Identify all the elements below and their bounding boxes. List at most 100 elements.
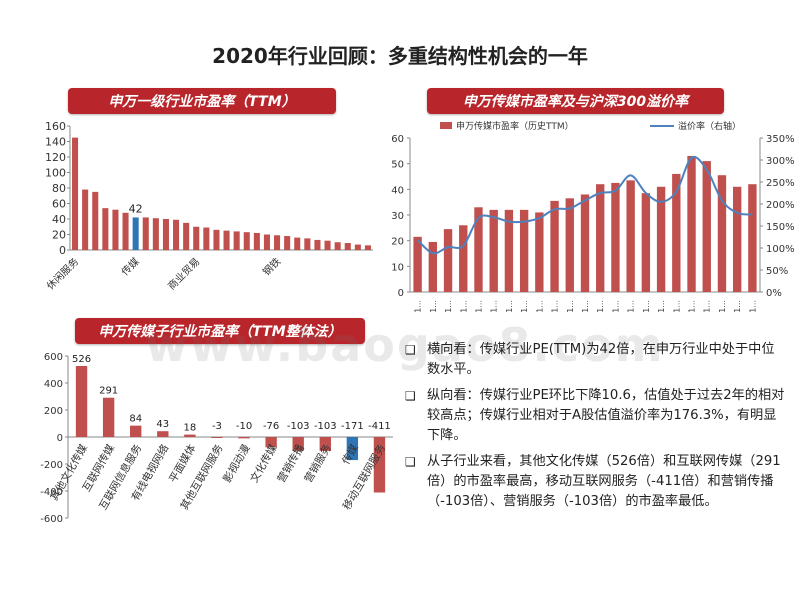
x-tick-label: 1... (581, 300, 590, 313)
x-tick-label: 1... (505, 300, 514, 313)
bar (72, 137, 79, 250)
bar (314, 239, 321, 250)
x-tick-label: 1... (459, 300, 468, 313)
bar (183, 222, 190, 250)
y-tick-label: -600 (40, 514, 63, 525)
bar (717, 175, 727, 292)
y-tick-label: 80 (52, 182, 66, 195)
bar (304, 238, 311, 250)
y-tick-label: 100 (45, 167, 66, 180)
data-label: -10 (236, 421, 252, 432)
bar (75, 365, 88, 437)
bar (82, 189, 89, 250)
y-tick-label-right: 350% (766, 134, 795, 145)
industry-pe-chart: 0 20 40 60 80 100 120 140 160 42 休闲服务 传媒 商业贸易 钢铁 (44, 120, 373, 292)
bar (122, 212, 129, 250)
bar (294, 237, 301, 250)
data-label: -103 (287, 421, 310, 432)
legend-label-bar: 申万传媒市盈率（历史TTM） (456, 120, 574, 132)
x-tick-label: 其他文化传媒 (47, 442, 90, 503)
y-tick-label-left: 30 (391, 211, 404, 222)
bar (319, 437, 331, 451)
y-tick-label-left: 10 (391, 262, 404, 273)
bar (519, 209, 529, 292)
premium-line (416, 155, 753, 255)
x-tick-label: 1... (733, 300, 742, 313)
y-tick-label-right: 100% (766, 244, 795, 255)
bar (132, 217, 139, 250)
data-label: -103 (314, 421, 337, 432)
checkbox-bullet-icon: ❑ (405, 343, 416, 357)
y-tick-label: 120 (45, 151, 66, 164)
page-title: 2020年行业回顾：多重结构性机会的一年 (212, 44, 588, 68)
bullet-text: 横向看：传媒行业PE(TTM)为42倍，在申万行业中处于中位数水平。 (427, 342, 775, 377)
x-tick-label: 1... (703, 300, 712, 313)
x-tick-label: 1... (718, 300, 727, 313)
y-tick-label: 40 (52, 213, 66, 226)
bar (672, 173, 681, 292)
bar (184, 434, 196, 437)
x-tick-label: 1... (748, 300, 757, 313)
bullet-text: 从子行业来看，其他文化传媒（526倍）和互联网传媒（291倍）的市盈率最高，移动… (427, 454, 781, 509)
x-tick-label: 1... (414, 300, 423, 313)
x-tick-label: 1... (672, 300, 681, 313)
bar (173, 219, 180, 250)
bar (157, 431, 169, 437)
y-tick-label-right: 250% (766, 178, 795, 189)
y-tick-label: 400 (44, 379, 63, 390)
bullet-text: 纵向看：传媒行业PE环比下降10.6，估值处于过去2年的相对较高点；传媒行业相对… (427, 388, 785, 443)
bar (152, 218, 159, 250)
bar (687, 155, 696, 292)
legend-swatch-bar (440, 122, 452, 129)
bar (162, 219, 169, 250)
y-tick-label-right: 300% (766, 156, 795, 167)
bar (596, 184, 605, 292)
bar (233, 231, 240, 250)
bar (535, 212, 544, 292)
bar (656, 186, 666, 292)
bar (334, 242, 341, 250)
bar (265, 437, 277, 448)
bar (211, 437, 223, 438)
x-tick-label: 1... (611, 300, 620, 313)
y-tick-label: 600 (44, 352, 63, 363)
bar (130, 425, 142, 437)
bar (364, 245, 371, 250)
y-tick-label-right: 150% (766, 222, 795, 233)
bar (459, 225, 468, 292)
bullet-item: ❑ 纵向看：传媒行业PE环比下降10.6，估值处于过去2年的相对较高点；传媒行业… (405, 386, 785, 446)
bar (428, 241, 438, 292)
y-tick-label: 0 (57, 433, 63, 444)
y-tick-label: 200 (44, 406, 63, 417)
x-tick-label: 营销服务 (302, 442, 335, 485)
bar (223, 230, 230, 250)
x-tick-label: 1... (596, 300, 605, 313)
bar (732, 186, 742, 292)
data-label: -3 (212, 421, 222, 432)
bar (550, 200, 559, 292)
bar (443, 229, 453, 292)
bar (489, 209, 498, 292)
bar (344, 243, 351, 250)
bar (504, 209, 514, 292)
data-label: 84 (129, 414, 142, 425)
y-tick-label-left: 20 (391, 237, 404, 248)
data-label: 526 (72, 354, 91, 365)
y-tick-label-right: 0% (766, 288, 782, 299)
bar (274, 235, 281, 250)
bar (92, 191, 99, 250)
bar (284, 236, 291, 250)
x-tick-label: 1... (657, 300, 666, 313)
x-tick-label: 1... (688, 300, 697, 313)
data-label: 42 (129, 202, 143, 215)
data-label: 43 (156, 419, 169, 430)
x-tick-label: 1... (642, 300, 651, 313)
y-tick-label-right: 50% (766, 266, 788, 277)
chart3-title: 申万传媒子行业市盈率（TTM整体法） (75, 318, 365, 344)
y-tick-label: 20 (52, 229, 66, 242)
bar (253, 232, 260, 250)
y-tick-label-left: 50 (391, 160, 404, 171)
x-tick-label: 1... (429, 300, 438, 313)
bar (203, 227, 210, 250)
bar (373, 437, 386, 493)
